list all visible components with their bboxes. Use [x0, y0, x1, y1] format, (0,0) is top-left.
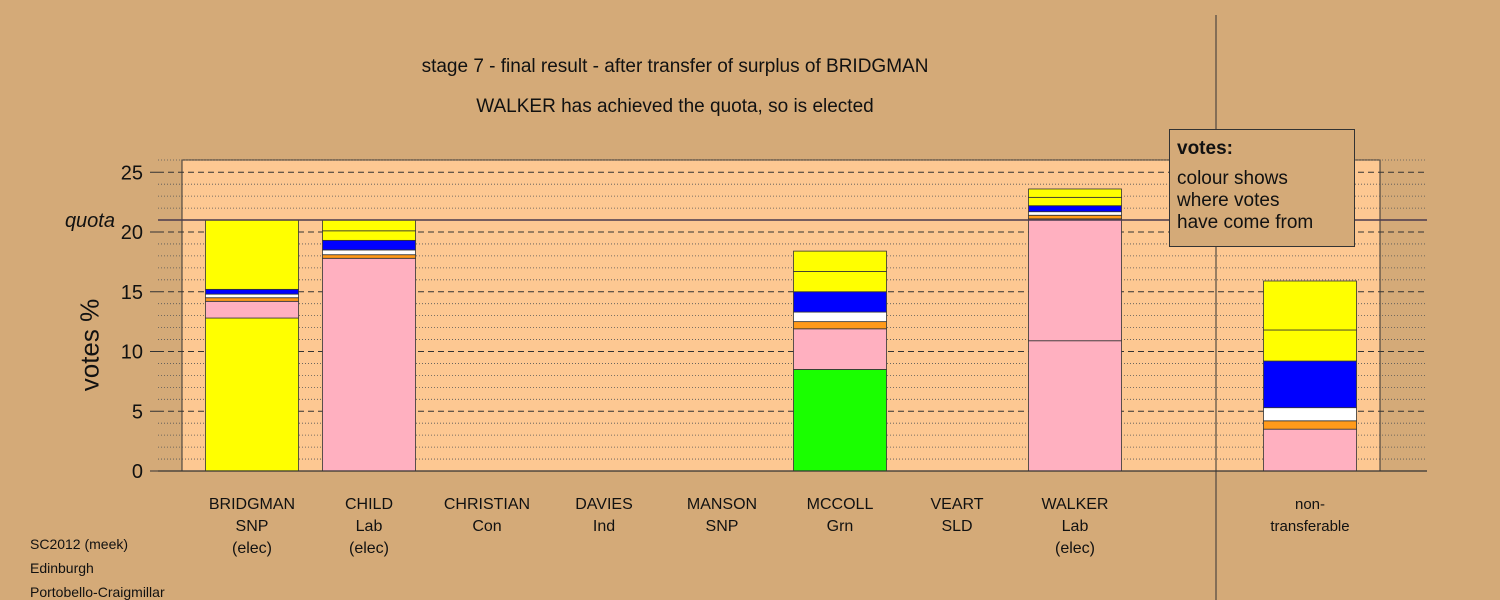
footer-ward: Portobello-Craigmillar	[30, 584, 165, 600]
bar-segment	[793, 369, 887, 472]
bar-segment	[793, 271, 887, 293]
legend-heading: votes:	[1177, 138, 1233, 159]
candidate-status-label: (elec)	[232, 540, 272, 557]
bar-segment	[1028, 196, 1122, 207]
candidate-party-label: Grn	[827, 518, 854, 535]
bar-segment	[322, 239, 416, 251]
bar-segment	[793, 291, 887, 313]
candidate-party-label: Lab	[356, 518, 383, 535]
bar-segment	[1263, 420, 1357, 430]
bar-segment	[1028, 205, 1122, 213]
footer-council: Edinburgh	[30, 560, 94, 576]
legend-line: have come from	[1177, 212, 1314, 233]
candidate-party-label: Con	[472, 518, 501, 535]
bar-segment	[205, 288, 299, 295]
candidate-party-label: SLD	[941, 518, 972, 535]
bar-segment	[1028, 214, 1122, 220]
bar-segment	[205, 300, 299, 319]
bar-segment	[1263, 329, 1357, 362]
bar-segment	[322, 249, 416, 256]
candidate-name-label: WALKER	[1042, 496, 1109, 513]
bar-segment	[1028, 340, 1122, 472]
bar-segment	[793, 321, 887, 330]
y-tick-label: 20	[121, 222, 143, 244]
bar-segment	[322, 254, 416, 259]
bar-segment	[1028, 211, 1122, 216]
y-tick-label: 0	[132, 461, 143, 483]
candidate-party-label: SNP	[706, 518, 739, 535]
footer-method: SC2012 (meek)	[30, 536, 129, 552]
bar-segment	[793, 311, 887, 323]
bar-segment	[205, 219, 299, 290]
candidate-name-label: MCCOLL	[807, 496, 874, 513]
nontransferable-label: transferable	[1270, 518, 1349, 535]
candidate-party-label: Lab	[1062, 518, 1089, 535]
bar-segment	[205, 293, 299, 299]
y-tick-label: 10	[121, 342, 143, 364]
nontransferable-label: non-	[1295, 496, 1325, 513]
legend-line: where votes	[1177, 190, 1280, 211]
y-tick-label: 15	[121, 282, 143, 304]
candidate-party-label: Ind	[593, 518, 615, 535]
bar-segment	[1028, 188, 1122, 198]
bar-segment	[322, 230, 416, 241]
legend-line: colour shows	[1177, 168, 1288, 189]
bar-segment	[322, 257, 416, 472]
candidate-status-label: (elec)	[1055, 540, 1095, 557]
bar-segment	[1263, 360, 1357, 409]
bar-segment	[1263, 280, 1357, 331]
bar-segment	[1028, 218, 1122, 342]
bar-segment	[205, 317, 299, 472]
y-axis-label: votes %	[74, 298, 105, 392]
bar-segment	[205, 297, 299, 302]
bar-segment	[322, 219, 416, 232]
bar-segment	[1263, 428, 1357, 472]
candidate-name-label: CHILD	[345, 496, 393, 513]
y-tick-label: 5	[132, 401, 143, 423]
bar-segment	[793, 328, 887, 370]
bar-segment	[1263, 407, 1357, 422]
candidate-name-label: BRIDGMAN	[209, 496, 295, 513]
bar-segment	[793, 250, 887, 272]
candidate-status-label: (elec)	[349, 540, 389, 557]
candidate-name-label: MANSON	[687, 496, 757, 513]
legend-box: votes: colour shows where votes have com…	[1169, 129, 1355, 247]
candidate-party-label: SNP	[236, 518, 269, 535]
candidate-name-label: VEART	[930, 496, 983, 513]
candidate-name-label: DAVIES	[575, 496, 633, 513]
candidate-name-label: CHRISTIAN	[444, 496, 530, 513]
quota-label: quota	[65, 210, 115, 232]
chart-title: stage 7 - final result - after transfer …	[421, 56, 929, 77]
y-tick-label: 25	[121, 162, 143, 184]
chart-subtitle: WALKER has achieved the quota, so is ele…	[476, 96, 874, 117]
